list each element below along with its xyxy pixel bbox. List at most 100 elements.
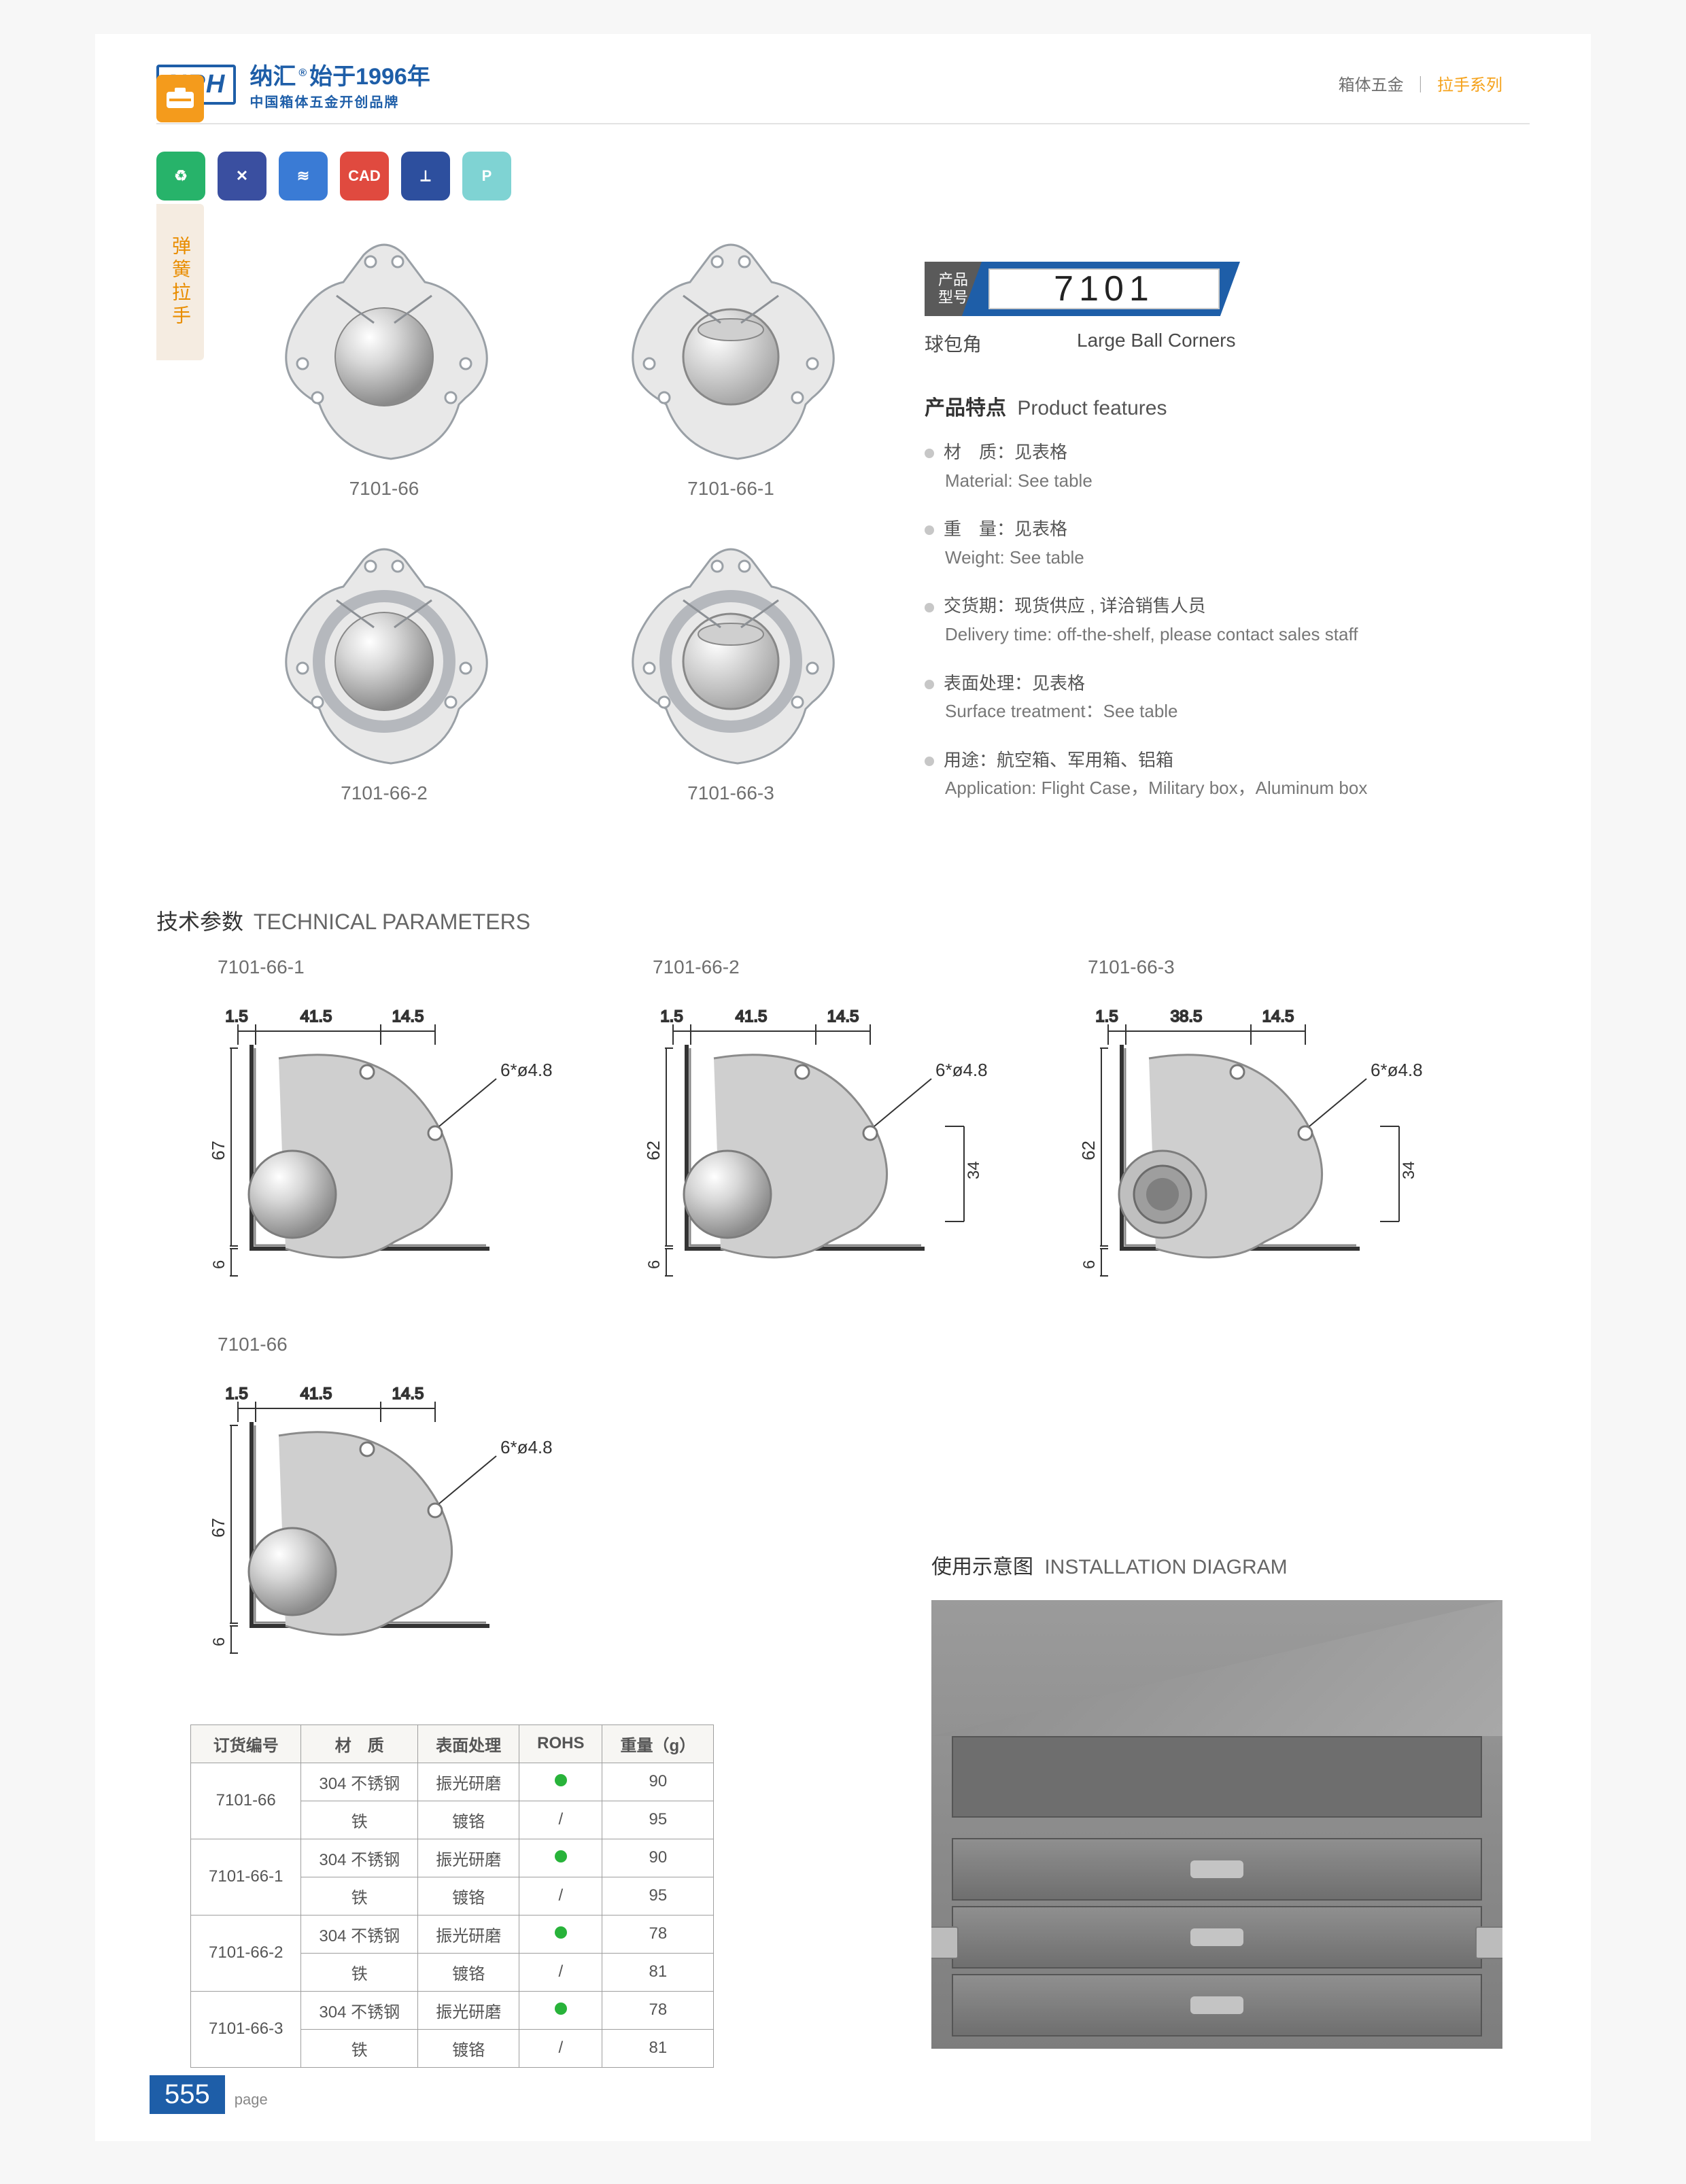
product-image (255, 546, 513, 777)
side-category-icon (156, 75, 204, 122)
cell-surf: 镀铬 (418, 1877, 519, 1915)
product-cell: 7101-66-2 (231, 546, 537, 823)
feature-badge-2: ≋ (279, 152, 328, 201)
model-en-name: Large Ball Corners (1077, 330, 1235, 357)
feature-cn: 用途：航空箱、军用箱、铝箱 (944, 750, 1173, 770)
tech-drawing: 7101-66-3 1.5 38.5 14.5 6*ø4.8 62 6 34 (1061, 956, 1441, 1306)
table-row: 7101-66 304 不锈钢 振光研磨 90 (191, 1763, 714, 1801)
svg-text:34: 34 (1400, 1161, 1418, 1179)
cell-rohs: / (519, 1877, 602, 1915)
tech-drawing: 7101-66 1.5 41.5 14.5 6*ø4.8 67 6 (190, 1334, 571, 1684)
model-badge: 产品 型号 7101 (925, 262, 1530, 316)
installation-image (931, 1600, 1502, 2049)
page-footer: 555 page (150, 2075, 268, 2114)
table-header: ROHS (519, 1724, 602, 1763)
feature-badge-4: ⟂ (401, 152, 450, 201)
cell-surf: 镀铬 (418, 2029, 519, 2067)
cell-surf: 镀铬 (418, 1801, 519, 1839)
table-row: 7101-66-1 304 不锈钢 振光研磨 90 (191, 1839, 714, 1877)
cell-rohs: / (519, 1953, 602, 1991)
svg-text:1.5: 1.5 (225, 1007, 247, 1026)
model-number: 7101 (988, 268, 1220, 309)
cell-rohs: / (519, 1801, 602, 1839)
cell-wt: 90 (602, 1839, 714, 1877)
svg-text:41.5: 41.5 (300, 1385, 332, 1403)
feature-cn: 表面处理：见表格 (944, 673, 1085, 693)
tech-drawing: 7101-66-1 1.5 41.5 14.5 6*ø4.8 67 6 (190, 956, 571, 1306)
brand-sub: 中国箱体五金开创品牌 (250, 91, 430, 111)
svg-text:14.5: 14.5 (827, 1007, 859, 1026)
side-tab: 弹簧拉手 (156, 204, 204, 360)
tech-drawing-code: 7101-66-3 (1088, 956, 1441, 978)
table-header: 材 质 (301, 1724, 418, 1763)
cell-wt: 78 (602, 1991, 714, 2029)
svg-text:6*ø4.8: 6*ø4.8 (935, 1060, 988, 1080)
cell-wt: 90 (602, 1763, 714, 1801)
cell-rohs: / (519, 2029, 602, 2067)
brand-trademark: ® (298, 67, 307, 79)
table-header: 订货编号 (191, 1724, 301, 1763)
rohs-dot-icon (555, 1926, 567, 1939)
svg-text:14.5: 14.5 (1262, 1007, 1294, 1026)
cell-wt: 81 (602, 1953, 714, 1991)
svg-text:6: 6 (645, 1260, 664, 1269)
rohs-dot-icon (555, 2003, 567, 2015)
svg-text:6: 6 (210, 1637, 228, 1646)
cell-mat: 304 不锈钢 (301, 1763, 418, 1801)
tech-drawing-code: 7101-66-2 (653, 956, 1006, 978)
svg-text:6*ø4.8: 6*ø4.8 (500, 1437, 553, 1457)
tech-drawing-code: 7101-66-1 (218, 956, 571, 978)
table-header: 重量（g） (602, 1724, 714, 1763)
cell-surf: 振光研磨 (418, 1839, 519, 1877)
svg-text:41.5: 41.5 (736, 1007, 768, 1026)
feature-item: 表面处理：见表格 Surface treatment：See table (925, 670, 1530, 726)
cell-mat: 铁 (301, 2029, 418, 2067)
svg-text:67: 67 (208, 1141, 228, 1160)
spec-table: 订货编号材 质表面处理ROHS重量（g） 7101-66 304 不锈钢 振光研… (190, 1724, 714, 2068)
svg-text:62: 62 (643, 1141, 664, 1160)
cell-surf: 振光研磨 (418, 1763, 519, 1801)
cell-wt: 95 (602, 1801, 714, 1839)
svg-text:1.5: 1.5 (660, 1007, 683, 1026)
cell-mat: 304 不锈钢 (301, 1915, 418, 1953)
feature-badge-3: CAD (340, 152, 389, 201)
feature-en: Surface treatment：See table (945, 697, 1530, 726)
page-label: page (235, 2091, 268, 2109)
cell-mat: 铁 (301, 1953, 418, 1991)
svg-text:1.5: 1.5 (1095, 1007, 1118, 1026)
product-image (602, 546, 860, 777)
cell-mat: 304 不锈钢 (301, 1839, 418, 1877)
feature-item: 材 质：见表格Material: See table (925, 438, 1530, 495)
cell-rohs (519, 1991, 602, 2029)
svg-text:6: 6 (210, 1260, 228, 1269)
cell-surf: 振光研磨 (418, 1915, 519, 1953)
install-title-en: INSTALLATION DIAGRAM (1044, 1556, 1287, 1578)
features-title-en: Product features (1017, 397, 1167, 419)
header-breadcrumb: 箱体五金 ｜ 拉手系列 (1339, 71, 1502, 95)
brand-cn: 纳汇 (250, 64, 296, 90)
cell-code: 7101-66 (191, 1763, 301, 1839)
feature-item: 用途：航空箱、军用箱、铝箱 Application: Flight Case，Mi… (925, 746, 1530, 803)
brand-since: 始于1996年 (309, 64, 430, 90)
header-divider (156, 123, 1530, 124)
tech-drawing-code: 7101-66 (218, 1334, 571, 1355)
tech-title: 技术参数 TECHNICAL PARAMETERS (156, 905, 1591, 936)
svg-text:14.5: 14.5 (392, 1007, 424, 1026)
cell-surf: 振光研磨 (418, 1991, 519, 2029)
feature-en: Application: Flight Case，Military box，Al… (945, 774, 1530, 803)
cell-rohs (519, 1915, 602, 1953)
tech-title-cn: 技术参数 (156, 909, 243, 934)
product-cell: 7101-66-3 (578, 546, 884, 823)
tech-drawing: 7101-66-2 1.5 41.5 14.5 6*ø4.8 62 6 34 (625, 956, 1006, 1306)
feature-cn: 重 量：见表格 (944, 519, 1067, 539)
feature-badge-5: P (462, 152, 511, 201)
page-number: 555 (150, 2075, 225, 2114)
svg-text:14.5: 14.5 (392, 1385, 424, 1403)
feature-en: Delivery time: off-the-shelf, please con… (945, 621, 1530, 649)
svg-text:38.5: 38.5 (1171, 1007, 1203, 1026)
cell-code: 7101-66-1 (191, 1839, 301, 1915)
tech-title-en: TECHNICAL PARAMETERS (254, 909, 530, 934)
product-image (255, 241, 513, 472)
cell-code: 7101-66-3 (191, 1991, 301, 2067)
feature-en: Material: See table (945, 467, 1530, 496)
